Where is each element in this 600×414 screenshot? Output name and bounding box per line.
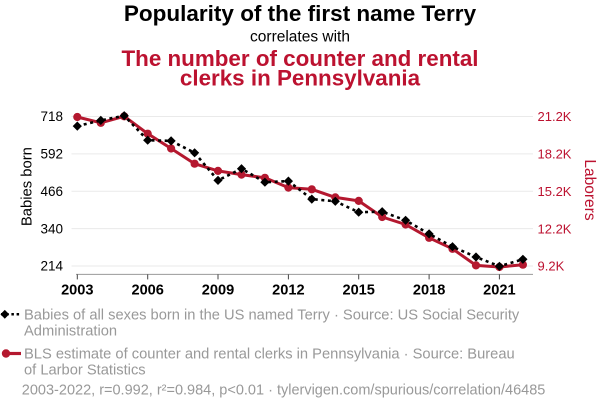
svg-text:Babies born: Babies born [20, 147, 36, 226]
svg-text:Popularity of the first name T: Popularity of the first name Terry [124, 1, 477, 26]
svg-text:Administration: Administration [24, 323, 117, 339]
svg-text:15.2K: 15.2K [538, 184, 572, 199]
svg-text:340: 340 [40, 221, 63, 236]
svg-text:BLS estimate of counter and re: BLS estimate of counter and rental clerk… [24, 347, 515, 363]
svg-text:214: 214 [40, 259, 63, 274]
svg-text:Laborers: Laborers [581, 159, 598, 220]
svg-text:718: 718 [40, 109, 63, 124]
svg-text:2003-2022, r=0.992, r²=0.984,: 2003-2022, r=0.992, r²=0.984, p<0.01 · t… [22, 382, 546, 398]
svg-text:18.2K: 18.2K [538, 147, 572, 162]
svg-text:2015: 2015 [342, 282, 374, 298]
svg-text:clerks in Pennsylvania: clerks in Pennsylvania [180, 66, 421, 91]
svg-text:21.2K: 21.2K [538, 109, 572, 124]
svg-text:9.2K: 9.2K [538, 259, 565, 274]
svg-text:correlates with: correlates with [250, 28, 350, 45]
svg-text:2018: 2018 [413, 282, 445, 298]
svg-text:The number of counter and rent: The number of counter and rental [121, 46, 478, 71]
svg-text:2012: 2012 [272, 282, 304, 298]
svg-text:12.2K: 12.2K [538, 221, 572, 236]
svg-text:2003: 2003 [61, 282, 93, 298]
svg-text:2009: 2009 [202, 282, 234, 298]
svg-text:Babies of all sexes born in th: Babies of all sexes born in the US named… [24, 308, 520, 324]
svg-text:of Larbor Statistics: of Larbor Statistics [24, 363, 146, 379]
svg-text:2006: 2006 [131, 282, 163, 298]
svg-text:466: 466 [40, 184, 63, 199]
svg-text:592: 592 [40, 147, 63, 162]
svg-text:2021: 2021 [483, 282, 515, 298]
